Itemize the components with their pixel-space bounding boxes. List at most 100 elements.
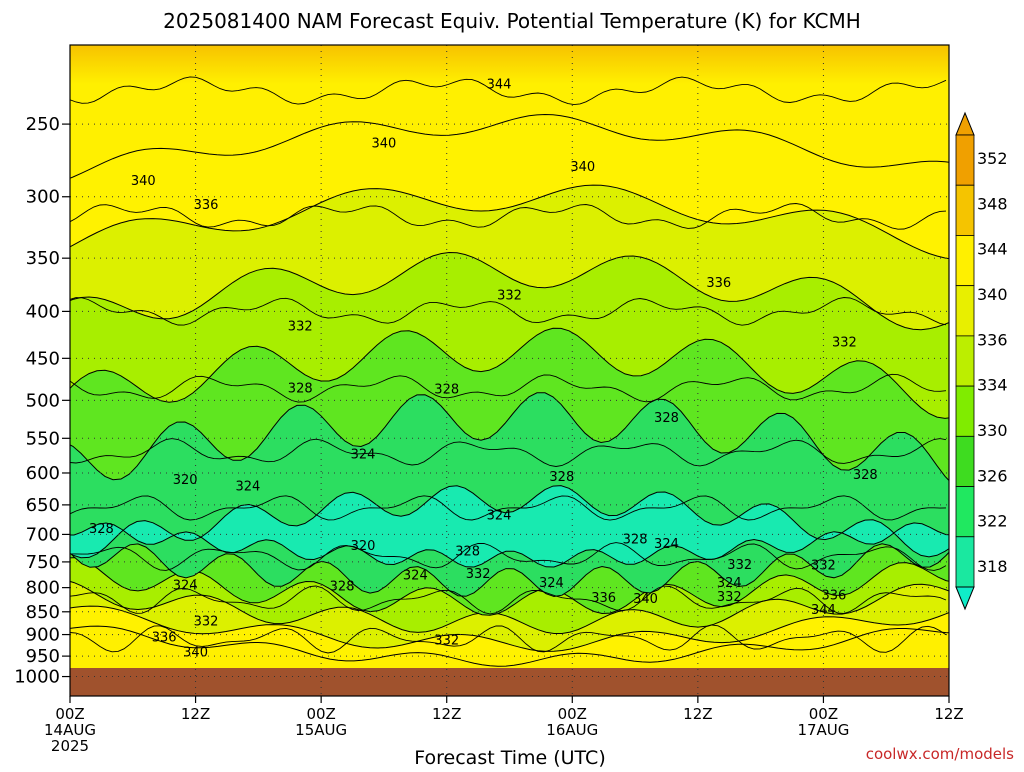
x-axis-label: Forecast Time (UTC) <box>414 747 605 768</box>
y-tick-label: 700 <box>26 524 60 545</box>
colorbar-label: 326 <box>977 466 1008 485</box>
contour-label: 340 <box>570 160 595 175</box>
colorbar-segment <box>955 134 975 186</box>
contour-label: 332 <box>717 590 742 605</box>
contour-label: 328 <box>549 470 574 485</box>
colorbar-label: 344 <box>977 240 1008 259</box>
contour-label: 332 <box>288 320 313 335</box>
contour-line <box>70 542 947 571</box>
contour-line <box>70 624 947 654</box>
y-tick-label: 300 <box>26 187 60 208</box>
ground-surface <box>70 668 949 696</box>
colorbar-segment <box>955 235 975 287</box>
contour-label: 324 <box>487 509 512 524</box>
y-tick-label: 450 <box>26 348 60 369</box>
contour-lines <box>70 76 947 654</box>
contour-label: 324 <box>235 480 260 495</box>
contour-label: 332 <box>497 289 522 304</box>
contour-label: 328 <box>623 532 648 547</box>
colorbar-label: 348 <box>977 194 1008 213</box>
contour-label: 324 <box>654 537 679 552</box>
x-tick-label: 17AUG <box>797 721 849 739</box>
contour-label: 332 <box>832 336 857 351</box>
contour-label: 340 <box>131 174 156 189</box>
colorbar-label: 330 <box>977 421 1008 440</box>
x-tick-label: 12Z <box>432 705 461 723</box>
contour-label: 328 <box>455 545 480 560</box>
contour-label: 340 <box>183 645 208 660</box>
colorbar-segment <box>955 184 975 236</box>
x-tick-label: 12Z <box>181 705 210 723</box>
contour-line <box>70 585 947 615</box>
colorbar-label: 322 <box>977 512 1008 531</box>
contour-label: 324 <box>173 579 198 594</box>
colorbar-segment <box>955 385 975 437</box>
credit-text[interactable]: coolwx.com/models <box>866 745 1014 763</box>
colorbar-bottom-arrow <box>955 586 975 611</box>
contour-label: 336 <box>152 630 177 645</box>
contour-label: 344 <box>811 603 836 618</box>
contour-label: 332 <box>194 615 219 630</box>
contour-line <box>70 76 947 106</box>
x-tick-label: 00Z <box>55 705 84 723</box>
contour-line <box>70 373 947 403</box>
contour-line <box>70 297 947 326</box>
x-tick-label: 12Z <box>934 705 963 723</box>
colorbar-top-arrow <box>955 111 975 136</box>
y-tick-label: 600 <box>26 463 60 484</box>
colorbar-label: 336 <box>977 330 1008 349</box>
contour-label: 336 <box>194 198 219 213</box>
colorbar-label: 352 <box>977 149 1008 168</box>
contour-line <box>70 438 947 467</box>
contour-label: 340 <box>372 136 397 151</box>
contour-label: 324 <box>403 568 428 583</box>
contour-label: 328 <box>89 522 114 537</box>
grid-lines <box>70 45 949 696</box>
colorbar: 352 348 344 340 336 334 330 326 322 318 <box>955 111 1008 611</box>
y-tick-label: 750 <box>26 552 60 573</box>
x-tick-label: 2025 <box>51 737 89 755</box>
contour-label: 340 <box>633 592 658 607</box>
contour-label: 320 <box>173 473 198 488</box>
contour-label: 328 <box>330 580 355 595</box>
y-tick-label: 400 <box>26 301 60 322</box>
y-tick-label: 900 <box>26 625 60 646</box>
filled-contours <box>70 113 949 667</box>
contour-label: 328 <box>434 383 459 398</box>
y-tick-label: 1000 <box>14 667 60 688</box>
y-tick-label: 800 <box>26 578 60 599</box>
contour-label: 336 <box>706 276 731 291</box>
x-tick-label: 14AUG <box>44 721 96 739</box>
colorbar-label: 318 <box>977 557 1008 576</box>
y-tick-label: 500 <box>26 390 60 411</box>
colorbar-segment <box>955 536 975 588</box>
contour-label: 332 <box>811 559 836 574</box>
colorbar-segment <box>955 335 975 387</box>
y-tick-label: 650 <box>26 495 60 516</box>
x-tick-label: 16AUG <box>546 721 598 739</box>
x-tick-label: 00Z <box>306 705 335 723</box>
x-tick-label: 12Z <box>683 705 712 723</box>
contour-label: 328 <box>288 382 313 397</box>
y-tick-label: 950 <box>26 646 60 667</box>
contour-label: 344 <box>487 77 512 92</box>
contour-label: 324 <box>717 576 742 591</box>
contour-label: 332 <box>434 633 459 648</box>
contour-label: 332 <box>466 567 491 582</box>
y-tick-label: 350 <box>26 248 60 269</box>
colorbar-segment <box>955 435 975 487</box>
contour-label: 332 <box>727 558 752 573</box>
y-axis: 2503003504004505005506006507007508008509… <box>14 114 70 688</box>
contour-line <box>70 495 947 521</box>
contour-label: 324 <box>539 576 564 591</box>
y-tick-label: 550 <box>26 428 60 449</box>
contour-label: 336 <box>821 589 846 604</box>
contour-label: 328 <box>654 411 679 426</box>
contour-label: 328 <box>853 468 878 483</box>
contour-label: 320 <box>351 539 376 554</box>
